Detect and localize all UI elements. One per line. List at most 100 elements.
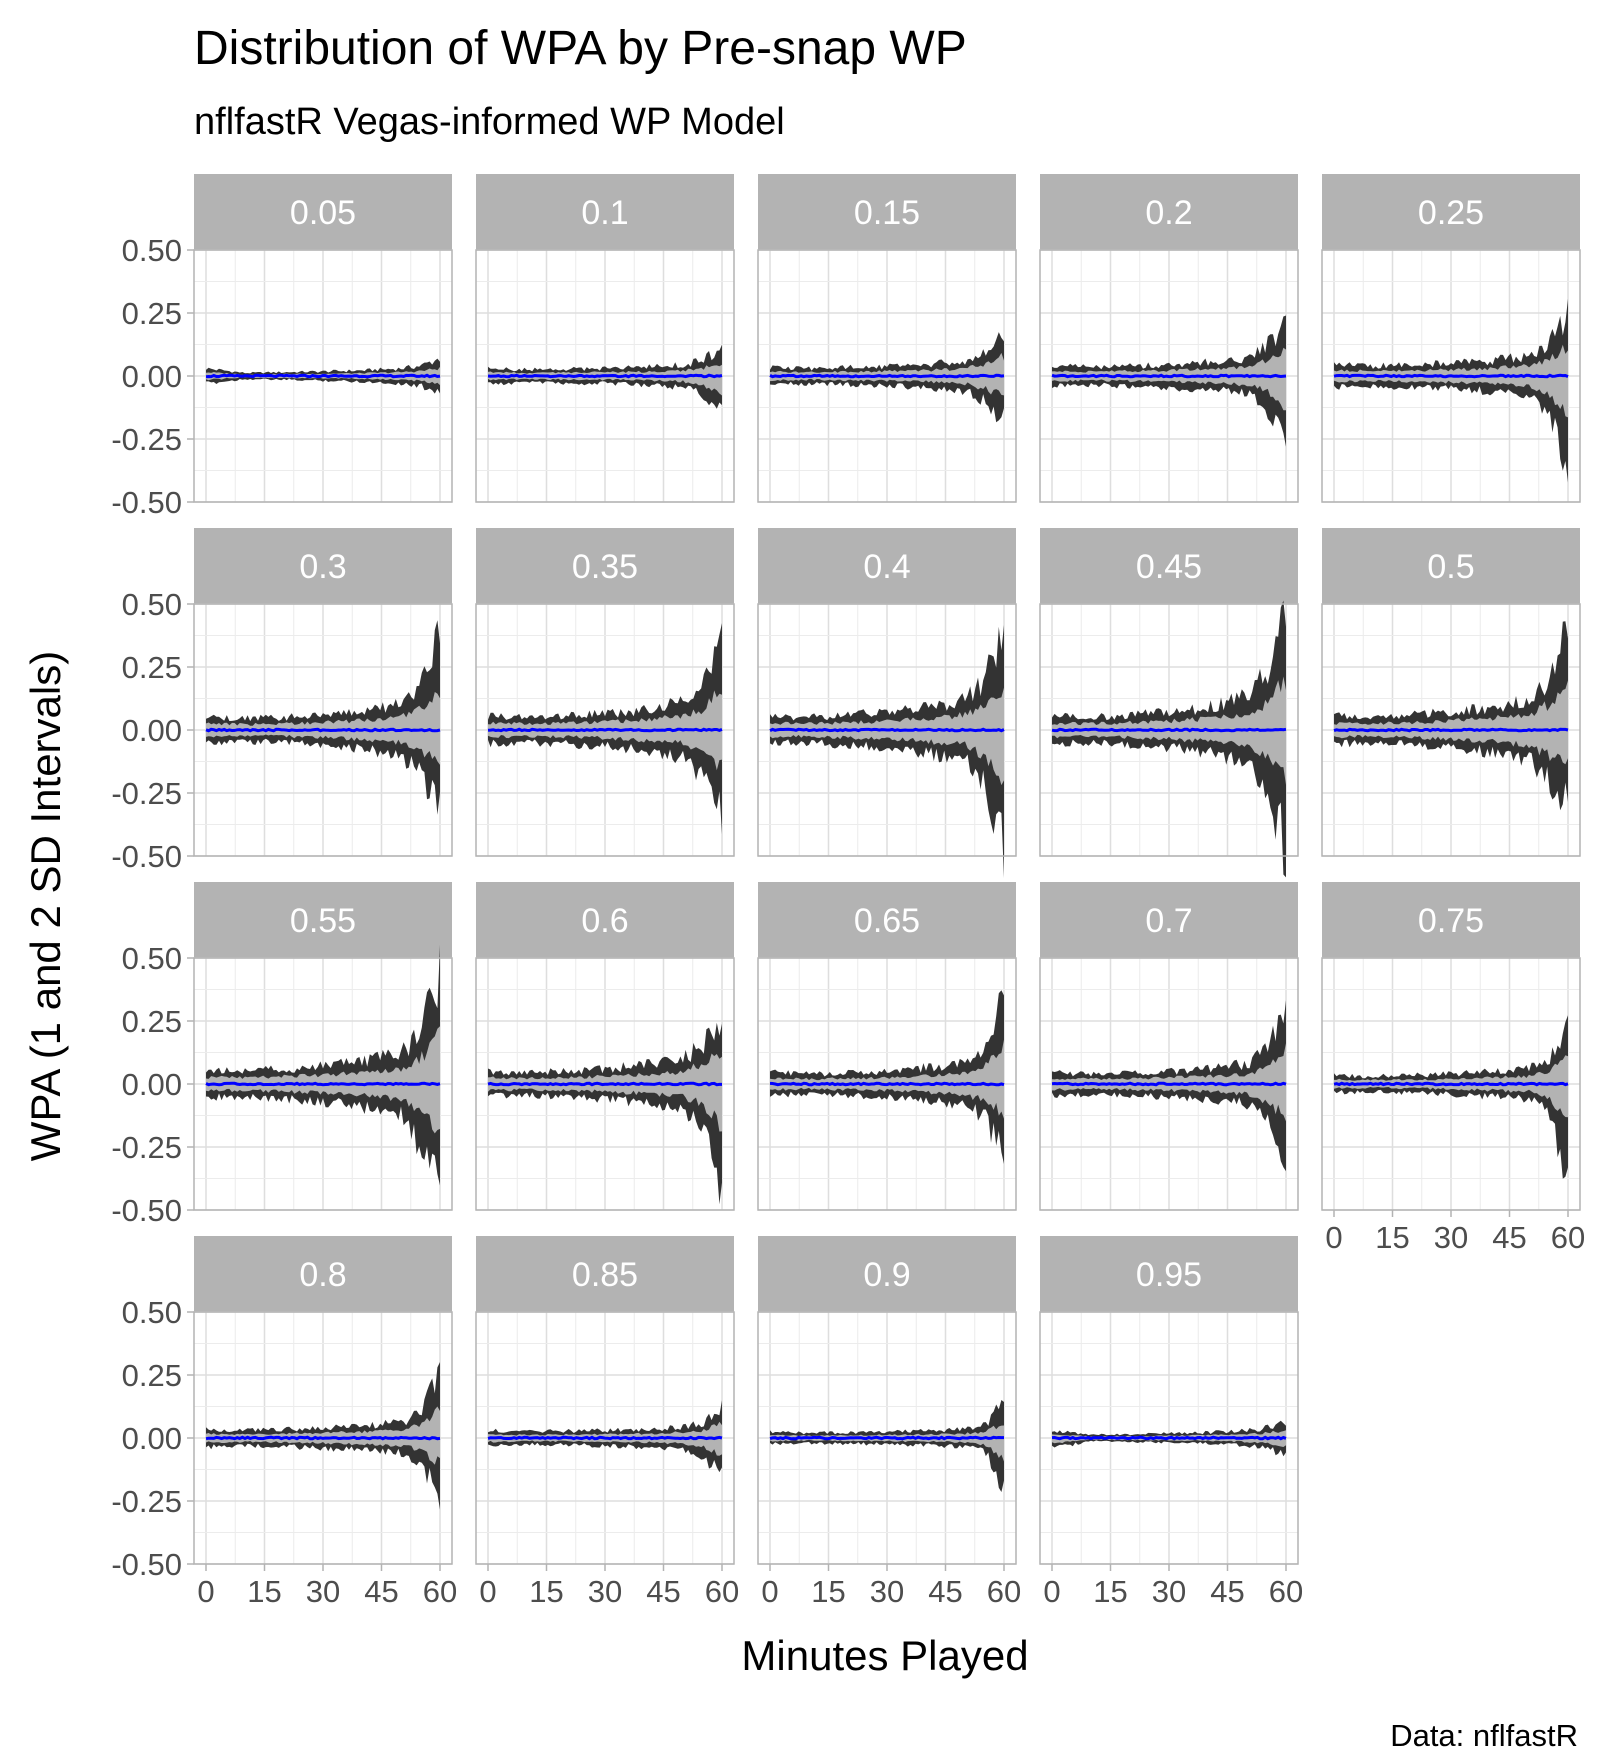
y-tick-label: -0.50 bbox=[111, 1547, 182, 1582]
facet-strip bbox=[1322, 174, 1580, 250]
mean-line bbox=[487, 1435, 723, 1441]
facet-label: 0.75 bbox=[1418, 902, 1484, 940]
mean-line bbox=[205, 373, 441, 379]
facet-strip bbox=[476, 174, 734, 250]
facet-panel: 0.8 0.50 0.25 0.00 -0.25 -0.50 0 15 30 45 60 bbox=[111, 1236, 457, 1609]
x-tick-label: 45 bbox=[928, 1574, 962, 1609]
x-tick-label: 45 bbox=[364, 1574, 398, 1609]
facet-strip bbox=[194, 1236, 452, 1312]
panel-border bbox=[1321, 603, 1581, 857]
y-tick-label: 0.25 bbox=[122, 296, 182, 331]
x-tick-label: 15 bbox=[529, 1574, 563, 1609]
facet-strip bbox=[1040, 1236, 1298, 1312]
facet-label: 0.25 bbox=[1418, 194, 1484, 232]
one-sd-band bbox=[488, 364, 722, 396]
mean-line bbox=[487, 727, 723, 733]
mean-line bbox=[487, 373, 723, 379]
facet-panel: 0.85 0 15 30 45 60 bbox=[475, 1236, 739, 1609]
facet-label: 0.6 bbox=[581, 902, 628, 940]
facet-panel: 0.3 0.50 0.25 0.00 -0.25 -0.50 bbox=[111, 528, 453, 874]
facet-label: 0.85 bbox=[572, 1256, 638, 1294]
facet-strip bbox=[758, 174, 1016, 250]
facet-label: 0.95 bbox=[1136, 1256, 1202, 1294]
facet-label: 0.65 bbox=[854, 902, 920, 940]
facet-panels: 0.050.500.250.00-0.25-0.500.1 0.15 0.2 0.25… bbox=[111, 174, 1585, 1609]
facet-strip bbox=[476, 882, 734, 958]
facet-panel: 0.15 bbox=[757, 174, 1017, 503]
x-tick-label: 0 bbox=[1043, 1574, 1060, 1609]
facet-panel: 0.5 bbox=[1321, 528, 1581, 857]
x-tick-label: 30 bbox=[306, 1574, 340, 1609]
facet-strip bbox=[758, 528, 1016, 604]
y-tick-label: 0.00 bbox=[122, 359, 182, 394]
facet-strip bbox=[1322, 882, 1580, 958]
two-sd-band bbox=[206, 620, 440, 815]
facet-panel: 0.65 bbox=[757, 882, 1017, 1211]
facet-strip bbox=[758, 882, 1016, 958]
facet-panel: 0.95 0 15 30 45 60 bbox=[1039, 1236, 1303, 1609]
x-tick-label: 60 bbox=[1551, 1220, 1585, 1255]
x-tick-label: 0 bbox=[1325, 1220, 1342, 1255]
x-tick-label: 45 bbox=[1210, 1574, 1244, 1609]
one-sd-band bbox=[770, 1425, 1004, 1462]
facet-panel: 0.2 bbox=[1039, 174, 1299, 503]
y-tick-label: 0.50 bbox=[122, 941, 182, 976]
x-tick-label: 0 bbox=[197, 1574, 214, 1609]
panel-border bbox=[1039, 957, 1299, 1211]
facet-panel: 0.45 bbox=[1039, 528, 1299, 878]
x-tick-label: 30 bbox=[870, 1574, 904, 1609]
two-sd-band bbox=[770, 625, 1004, 879]
two-sd-band bbox=[1334, 1015, 1568, 1179]
panel-border bbox=[757, 957, 1017, 1211]
two-sd-band bbox=[488, 1022, 722, 1205]
facet-strip bbox=[1040, 528, 1298, 604]
two-sd-band bbox=[206, 944, 440, 1186]
mean-line bbox=[1051, 1081, 1287, 1087]
one-sd-band bbox=[770, 687, 1004, 786]
facet-label: 0.1 bbox=[581, 194, 628, 232]
mean-line bbox=[1333, 1081, 1569, 1087]
y-tick-label: -0.25 bbox=[111, 1484, 182, 1519]
mean-line bbox=[1333, 373, 1569, 379]
two-sd-band bbox=[1052, 600, 1286, 878]
x-tick-label: 60 bbox=[987, 1574, 1021, 1609]
y-tick-label: 0.00 bbox=[122, 1067, 182, 1102]
panel-border bbox=[475, 957, 735, 1211]
facet-strip bbox=[1040, 882, 1298, 958]
one-sd-band bbox=[1334, 1055, 1568, 1118]
y-tick-label: -0.25 bbox=[111, 422, 182, 457]
panel-border bbox=[1039, 603, 1299, 857]
y-tick-label: -0.25 bbox=[111, 776, 182, 811]
one-sd-band bbox=[1334, 680, 1568, 765]
mean-line bbox=[1051, 373, 1287, 379]
y-tick-label: -0.50 bbox=[111, 839, 182, 874]
x-tick-label: 60 bbox=[423, 1574, 457, 1609]
mean-line bbox=[769, 1435, 1004, 1441]
x-tick-label: 15 bbox=[811, 1574, 845, 1609]
one-sd-band bbox=[770, 1039, 1004, 1119]
x-tick-label: 15 bbox=[1093, 1574, 1127, 1609]
facet-panel: 0.9 0 15 30 45 60 bbox=[757, 1236, 1021, 1609]
one-sd-band bbox=[1334, 344, 1568, 418]
facet-strip bbox=[194, 882, 452, 958]
mean-line bbox=[487, 1081, 722, 1087]
two-sd-band bbox=[1334, 621, 1568, 811]
one-sd-band bbox=[206, 1026, 440, 1134]
facet-label: 0.7 bbox=[1145, 902, 1192, 940]
facet-label: 0.9 bbox=[863, 1256, 910, 1294]
facet-panel: 0.35 bbox=[475, 528, 735, 857]
mean-line bbox=[1051, 727, 1287, 733]
facet-strip bbox=[194, 174, 452, 250]
facet-strip bbox=[758, 1236, 1016, 1312]
facet-label: 0.45 bbox=[1136, 548, 1202, 586]
facet-label: 0.5 bbox=[1427, 548, 1474, 586]
facet-panel: 0.7 bbox=[1039, 882, 1299, 1211]
panel-border bbox=[1321, 249, 1581, 503]
x-tick-label: 60 bbox=[1269, 1574, 1303, 1609]
y-tick-label: 0.50 bbox=[122, 233, 182, 268]
x-tick-label: 30 bbox=[588, 1574, 622, 1609]
facet-label: 0.8 bbox=[299, 1256, 346, 1294]
facet-label: 0.35 bbox=[572, 548, 638, 586]
facet-panel: 0.4 bbox=[757, 528, 1017, 879]
